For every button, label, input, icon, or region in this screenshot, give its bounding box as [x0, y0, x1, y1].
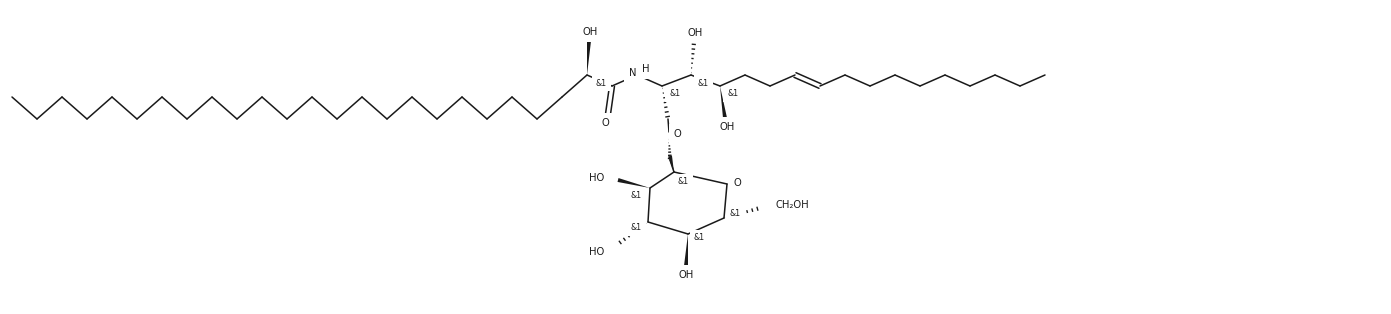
Polygon shape — [721, 86, 727, 118]
Text: &1: &1 — [669, 89, 680, 99]
Text: OH: OH — [679, 270, 694, 280]
Text: &1: &1 — [632, 192, 643, 201]
Text: OH: OH — [719, 122, 734, 132]
Text: O: O — [601, 118, 609, 128]
Text: &1: &1 — [595, 78, 606, 88]
Text: &1: &1 — [727, 89, 739, 99]
Polygon shape — [684, 234, 689, 266]
Text: &1: &1 — [730, 209, 741, 219]
Text: &1: &1 — [677, 177, 689, 187]
Text: HO: HO — [588, 173, 604, 183]
Text: OH: OH — [687, 28, 702, 38]
Text: OH: OH — [583, 27, 598, 37]
Text: O: O — [675, 129, 682, 139]
Polygon shape — [668, 155, 675, 172]
Polygon shape — [618, 178, 650, 188]
Text: CH₂OH: CH₂OH — [776, 200, 810, 210]
Text: HO: HO — [588, 247, 604, 257]
Text: &1: &1 — [632, 224, 643, 232]
Text: O: O — [733, 178, 741, 188]
Polygon shape — [587, 41, 591, 75]
Text: &1: &1 — [694, 234, 705, 242]
Text: N: N — [629, 68, 636, 78]
Text: H: H — [643, 64, 650, 74]
Text: &1: &1 — [698, 78, 709, 88]
